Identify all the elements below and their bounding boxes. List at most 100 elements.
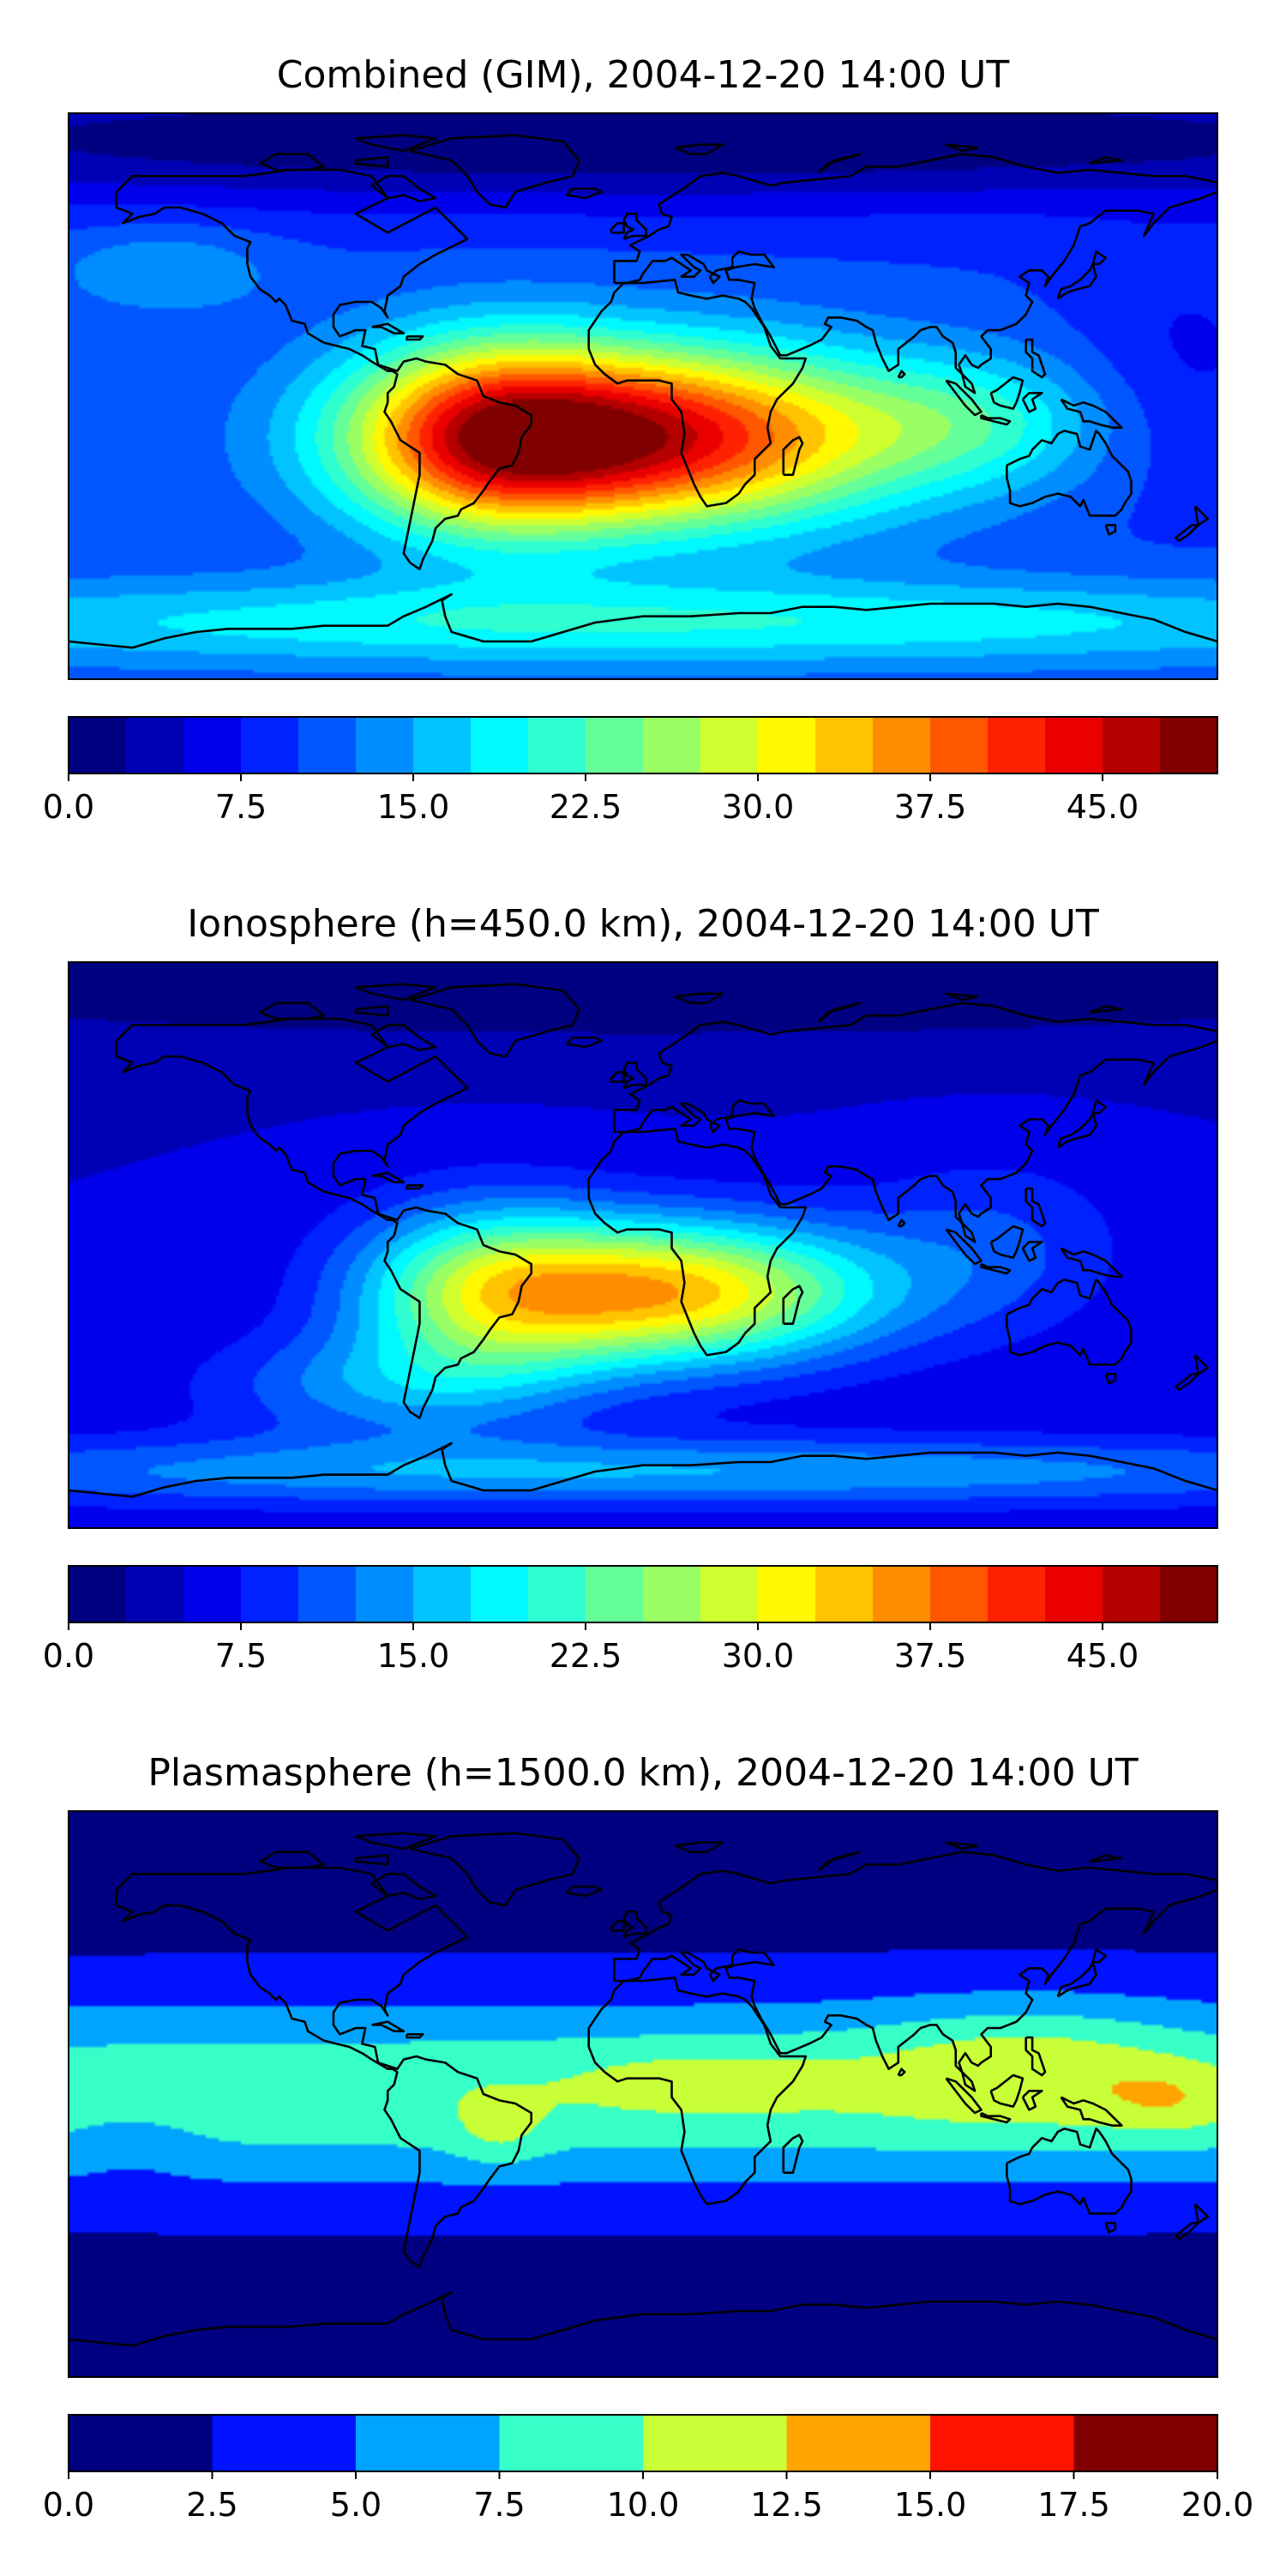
coastline <box>945 1228 983 1266</box>
colorbar-bin <box>241 1566 299 1622</box>
colorbar-bin <box>1103 1566 1161 1622</box>
coastlines <box>69 983 1217 1498</box>
coastline <box>409 983 580 1058</box>
coastline <box>945 143 979 153</box>
colorbar-bin <box>786 2415 931 2471</box>
coastline <box>259 1851 326 1869</box>
colorbar-tick-label: 22.5 <box>550 788 622 826</box>
coastline <box>782 1285 804 1325</box>
colorbar-bin <box>873 717 931 773</box>
coastline <box>1104 1373 1117 1385</box>
coastline <box>354 134 437 153</box>
colorbar-bin <box>758 1566 816 1622</box>
colorbar-bin <box>1045 1566 1103 1622</box>
coastline <box>945 992 979 1002</box>
tec-field <box>69 113 1217 679</box>
coastline <box>354 1832 437 1851</box>
colorbar-bin <box>413 1566 472 1622</box>
colorbar-bin <box>499 2415 644 2471</box>
colorbar-bin <box>643 717 701 773</box>
map-title: Plasmasphere (h=1500.0 km), 2004-12-20 1… <box>147 1751 1138 1795</box>
coastline <box>371 322 406 334</box>
colorbar-tick-label: 7.5 <box>215 788 267 826</box>
coastline <box>69 1441 1217 1498</box>
coastline <box>610 1920 625 1932</box>
colorbar-tick-label: 45.0 <box>1067 1637 1139 1675</box>
colorbar-tick-label: 15.0 <box>377 788 450 826</box>
colorbar-bin <box>356 717 414 773</box>
coastlines <box>69 1832 1217 2347</box>
coastline <box>1193 2203 1210 2224</box>
coastline <box>1025 2036 1047 2077</box>
coastline <box>354 983 437 1002</box>
coastline <box>622 1911 648 1938</box>
coastline <box>782 436 804 476</box>
coastline <box>897 2067 906 2077</box>
coastline <box>1175 524 1199 542</box>
coastline <box>371 1171 406 1183</box>
coastline <box>69 593 1217 649</box>
colorbar-bin <box>69 2415 213 2471</box>
colorbar-tick-label: 17.5 <box>1037 2486 1110 2524</box>
coastline <box>259 1002 326 1020</box>
colorbar-bin <box>930 717 989 773</box>
coastline <box>1089 1005 1123 1014</box>
colorbar-bin <box>758 717 816 773</box>
coastline <box>980 413 1012 426</box>
colorbar-tick-label: 10.0 <box>607 2486 680 2524</box>
colorbar-bin <box>183 1566 242 1622</box>
coastline <box>989 376 1025 410</box>
coastline <box>1175 1373 1199 1391</box>
coastline <box>674 992 724 1004</box>
coastline <box>409 1832 580 1907</box>
coastline <box>980 1262 1012 1275</box>
coastline <box>354 1005 389 1017</box>
coastline <box>69 2290 1217 2347</box>
coastline <box>115 168 469 372</box>
coastline <box>1060 2096 1123 2127</box>
map-frame <box>68 1810 1218 2378</box>
coastline <box>1025 338 1047 379</box>
coastline <box>980 2111 1012 2124</box>
coastline <box>1091 1099 1108 1115</box>
coastline <box>565 1036 603 1049</box>
coastline <box>1021 392 1043 413</box>
coastline <box>383 2055 533 2268</box>
colorbar-tick-label: 45.0 <box>1067 788 1139 826</box>
colorbar-tick-label: 7.5 <box>473 2486 525 2524</box>
colorbar-bin <box>183 717 242 773</box>
colorbar-bin <box>1160 717 1218 773</box>
coastline <box>1006 1279 1133 1366</box>
coastline <box>354 1854 389 1866</box>
map-title: Ionosphere (h=450.0 km), 2004-12-20 14:0… <box>187 902 1099 946</box>
colorbar-bin <box>528 717 586 773</box>
map-frame <box>68 961 1218 1529</box>
coastline <box>945 2077 983 2115</box>
coastline <box>817 1851 862 1872</box>
colorbar-bin <box>988 1566 1046 1622</box>
colorbar-bin <box>241 717 299 773</box>
coastline <box>613 1002 1217 1243</box>
colorbar-bin <box>126 717 184 773</box>
coastline <box>1006 430 1133 517</box>
colorbar-tick-label: 37.5 <box>894 1637 967 1675</box>
colorbar-bin <box>528 1566 586 1622</box>
coastline <box>587 1977 808 2206</box>
colorbar-tick-label: 22.5 <box>550 1637 622 1675</box>
coastline <box>565 1885 603 1898</box>
colorbar-tick-label: 0.0 <box>43 2486 94 2524</box>
colorbar-bin <box>815 717 874 773</box>
colorbar-tick-label: 0.0 <box>43 1637 94 1675</box>
colorbar: 0.0 7.5 15.0 22.5 30.0 37.5 45.0 <box>43 716 1218 826</box>
colorbar-bin <box>356 1566 414 1622</box>
coastline <box>1021 2090 1043 2111</box>
coastline <box>565 187 603 200</box>
colorbar-frame <box>68 1565 1218 1623</box>
coastline <box>383 357 533 570</box>
coastline <box>406 335 424 341</box>
colorbar-bin <box>356 2415 501 2471</box>
coastline <box>115 1017 469 1221</box>
colorbar: 0.0 2.5 5.0 7.5 10.0 12.5 15.0 17.5 20.0 <box>43 2414 1253 2524</box>
colorbar-bin <box>700 1566 759 1622</box>
coastline <box>817 1002 862 1023</box>
